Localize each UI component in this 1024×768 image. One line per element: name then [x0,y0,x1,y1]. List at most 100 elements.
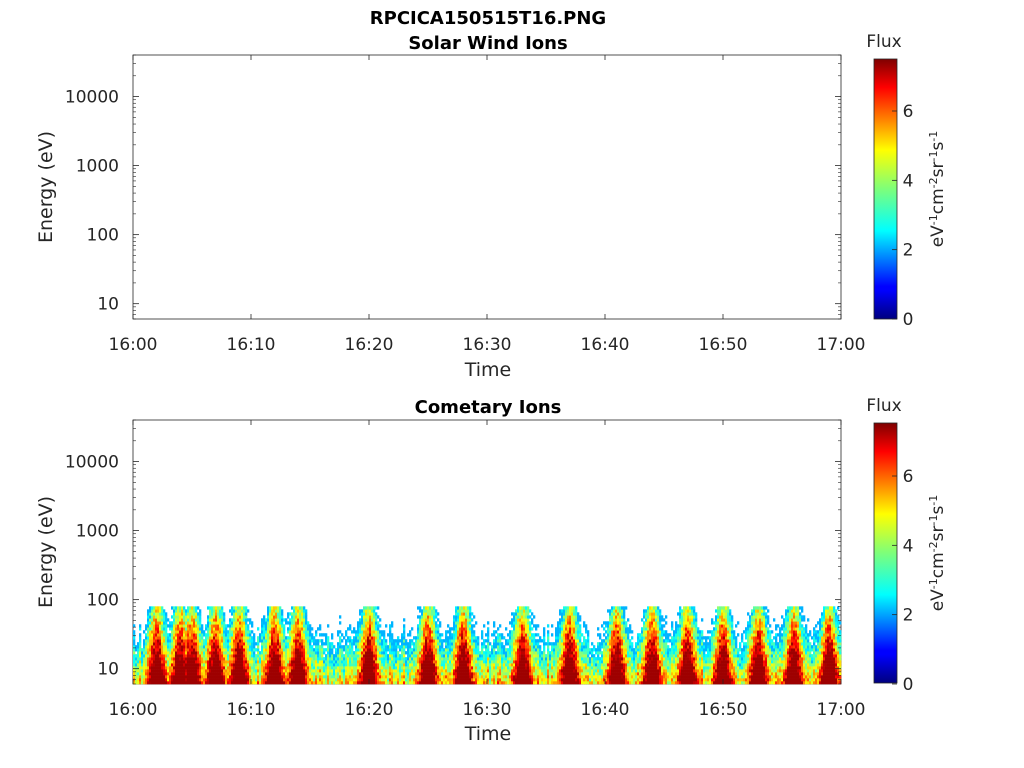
flux-cell [413,651,416,655]
flux-cell [489,681,492,685]
flux-cell [381,663,384,667]
flux-cell [371,669,374,673]
flux-cell [481,660,484,664]
flux-cell [517,666,520,670]
flux-cell [165,627,168,631]
flux-cell [415,678,418,682]
flux-cell [593,666,596,670]
flux-cell [239,675,242,679]
flux-cell [447,681,450,685]
flux-cell [551,645,554,649]
flux-cell [381,630,384,634]
flux-cell [599,681,602,685]
flux-cell [157,633,160,637]
flux-cell [529,609,532,613]
flux-cell [187,666,190,670]
flux-cell [233,675,236,679]
flux-cell [531,621,534,625]
flux-cell [347,663,350,667]
flux-cell [177,621,180,625]
flux-cell [147,630,150,634]
flux-cell [421,660,424,664]
flux-cell [431,675,434,679]
flux-cell [353,663,356,667]
flux-cell [515,666,518,670]
flux-cell [159,606,162,610]
flux-cell [453,642,456,646]
flux-cell [169,642,172,646]
flux-cell [289,636,292,640]
flux-cell [207,645,210,649]
flux-cell [427,672,430,676]
flux-cell [287,645,290,649]
flux-cell [441,675,444,679]
flux-cell [171,606,174,610]
flux-cell [183,627,186,631]
flux-cell [491,654,494,658]
flux-cell [413,636,416,640]
flux-cell [399,645,402,649]
flux-cell [367,642,370,646]
flux-cell [493,648,496,652]
flux-cell [285,675,288,679]
flux-cell [421,675,424,679]
flux-cell [227,633,230,637]
flux-cell [235,609,238,613]
flux-cell [219,633,222,637]
flux-cell [189,618,192,622]
flux-cell [363,606,366,610]
flux-cell [537,645,540,649]
flux-cell [415,642,418,646]
flux-cell [521,657,524,661]
flux-cell [259,660,262,664]
flux-cell [245,681,248,685]
flux-cell [389,645,392,649]
flux-cell [219,627,222,631]
flux-cell [269,615,272,619]
flux-cell [179,621,182,625]
flux-cell [497,627,500,631]
flux-cell [295,624,298,628]
flux-cell [367,654,370,658]
flux-cell [311,654,314,658]
flux-cell [283,648,286,652]
flux-cell [471,657,474,661]
flux-cell [371,624,374,628]
flux-cell [273,651,276,655]
flux-cell [547,663,550,667]
flux-cell [521,606,524,610]
flux-cell [577,627,580,631]
flux-cell [171,669,174,673]
flux-cell [425,633,428,637]
flux-cell [275,645,278,649]
flux-cell [341,666,344,670]
flux-cell [509,672,512,676]
flux-cell [267,651,270,655]
flux-cell [477,666,480,670]
flux-cell [487,627,490,631]
flux-cell [367,624,370,628]
flux-cell [523,672,526,676]
flux-cell [431,609,434,613]
flux-cell [233,660,236,664]
flux-cell [511,645,514,649]
flux-cell [515,657,518,661]
flux-cell [277,612,280,616]
flux-cell [473,639,476,643]
flux-cell [377,633,380,637]
flux-cell [167,675,170,679]
flux-cell [215,663,218,667]
flux-cell [289,645,292,649]
flux-cell [289,639,292,643]
flux-cell [467,630,470,634]
flux-cell [201,666,204,670]
flux-cell [143,654,146,658]
flux-cell [583,624,586,628]
flux-cell [185,678,188,682]
flux-cell [497,681,500,685]
flux-cell [249,663,252,667]
flux-cell [391,639,394,643]
flux-cell [239,615,242,619]
flux-cell [135,672,138,676]
flux-cell [363,654,366,658]
